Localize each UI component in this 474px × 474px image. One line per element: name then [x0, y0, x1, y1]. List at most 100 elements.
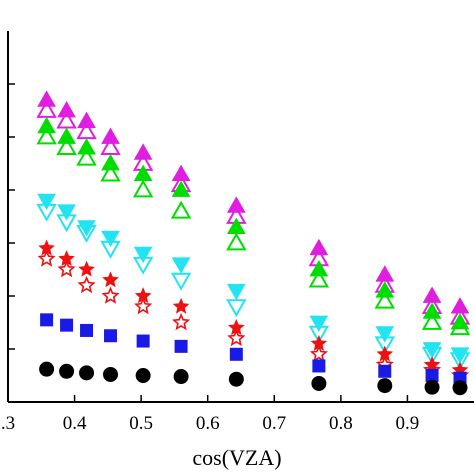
data-point	[39, 361, 55, 377]
data-point	[421, 311, 443, 330]
data-point	[102, 271, 119, 288]
data-point	[76, 225, 97, 243]
data-point	[309, 315, 329, 333]
data-point	[226, 196, 246, 213]
x-tick-labels: .3 0.4 0.5 0.6 0.7 0.8 0.9	[1, 413, 419, 434]
data-point	[76, 121, 97, 140]
data-point	[76, 147, 97, 166]
ticks	[7, 83, 409, 402]
data-point	[171, 164, 191, 181]
data-point	[56, 110, 77, 129]
data-point	[421, 346, 443, 365]
data-point	[172, 297, 190, 314]
data-point	[79, 365, 95, 381]
data-point	[173, 369, 189, 385]
data-point	[309, 259, 329, 277]
data-point	[104, 329, 118, 343]
x-tick-label: 0.9	[396, 413, 420, 434]
data-point	[37, 90, 56, 107]
data-point	[37, 116, 56, 134]
data-point	[133, 143, 153, 160]
data-point	[37, 249, 56, 267]
data-point	[80, 323, 94, 337]
data-point	[422, 286, 442, 303]
x-tick-label: .3	[1, 413, 15, 434]
data-point	[133, 246, 153, 264]
data-point	[308, 325, 330, 344]
data-point	[136, 334, 150, 348]
data-point	[229, 347, 243, 361]
data-point	[375, 265, 395, 282]
data-point	[37, 193, 56, 211]
x-axis-title: cos(VZA)	[192, 445, 281, 470]
axes	[7, 31, 474, 403]
data-point	[36, 126, 57, 145]
data-point	[312, 359, 326, 373]
data-point	[172, 312, 191, 331]
data-point	[56, 214, 77, 233]
data-point	[101, 286, 120, 304]
data-point	[171, 257, 191, 274]
data-point	[374, 336, 396, 355]
x-tick-label: 0.5	[129, 413, 153, 434]
data-point	[170, 200, 192, 219]
data-point	[378, 364, 392, 378]
data-point	[57, 204, 76, 221]
data-point	[308, 269, 330, 288]
data-point	[422, 302, 442, 319]
data-point	[374, 290, 396, 309]
data-point	[135, 368, 151, 383]
data-point	[170, 272, 192, 291]
data-point	[377, 378, 393, 394]
data-point	[36, 203, 57, 222]
data-point	[228, 371, 244, 387]
data-point	[36, 99, 57, 118]
data-point	[226, 299, 247, 318]
data-point	[56, 137, 77, 155]
data-point	[449, 317, 471, 336]
data-point	[134, 297, 153, 315]
x-tick-label: 0.7	[262, 413, 286, 434]
data-point	[101, 153, 120, 171]
data-point	[309, 344, 328, 363]
data-point	[101, 230, 120, 248]
data-point	[375, 326, 395, 343]
data-point	[174, 339, 188, 353]
data-point	[100, 240, 121, 259]
data-point	[311, 375, 327, 391]
data-point	[101, 127, 120, 144]
data-point	[449, 352, 471, 371]
data-point	[171, 180, 191, 197]
data-point	[226, 217, 246, 234]
data-point	[227, 328, 246, 347]
data-point	[132, 179, 154, 198]
data-point	[60, 318, 74, 332]
data-point	[226, 232, 247, 251]
data-point	[452, 380, 468, 396]
data-point	[450, 347, 470, 364]
data-point	[133, 164, 153, 181]
data-point	[57, 100, 76, 118]
data-point	[450, 297, 470, 314]
x-tick-label: 0.6	[196, 413, 220, 434]
data-point	[450, 312, 470, 330]
data-point	[132, 256, 154, 275]
data-point	[100, 163, 121, 182]
data-point	[77, 275, 96, 294]
data-point	[77, 138, 96, 155]
data-point	[375, 281, 395, 298]
data-point	[57, 127, 76, 144]
data-point	[226, 283, 246, 301]
data-points	[36, 90, 471, 396]
x-tick-label: 0.4	[63, 413, 87, 434]
data-point	[40, 313, 54, 327]
data-point	[424, 379, 440, 395]
x-tick-label: 0.8	[329, 413, 353, 434]
data-point	[59, 363, 75, 379]
data-point	[103, 366, 119, 382]
data-point	[78, 260, 95, 277]
data-point	[77, 111, 96, 128]
data-point	[77, 220, 96, 237]
data-point	[309, 238, 329, 256]
